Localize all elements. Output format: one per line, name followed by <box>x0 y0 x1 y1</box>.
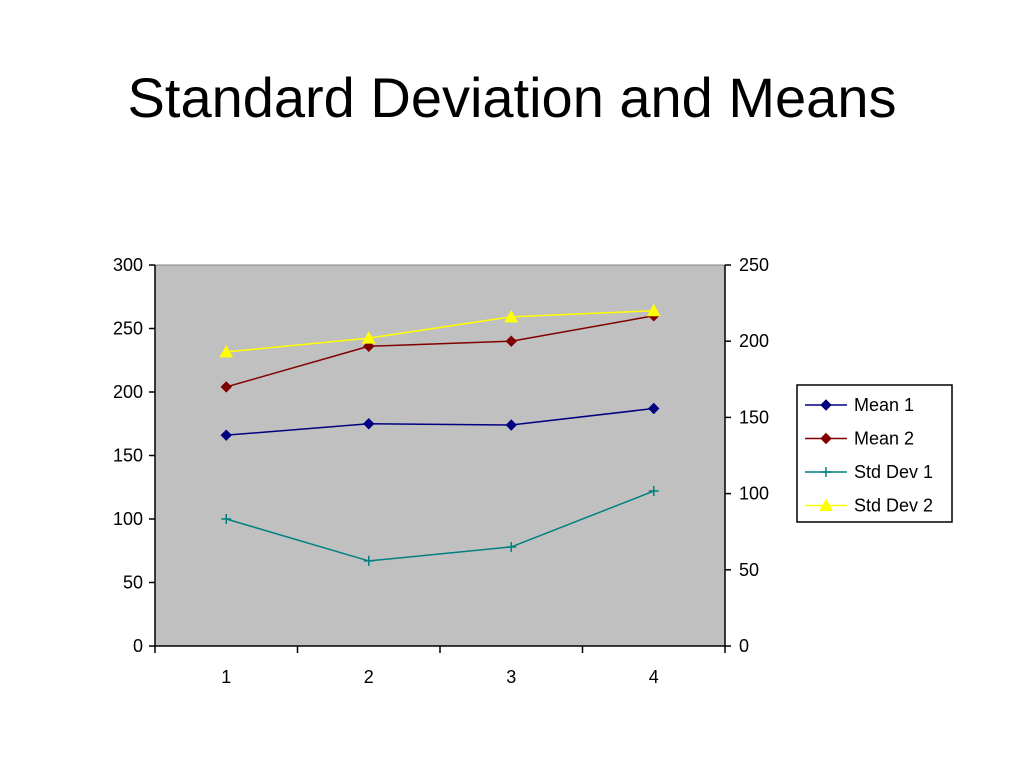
data-point-std-dev-1 <box>221 514 232 524</box>
data-point-mean-1 <box>363 418 375 430</box>
x-tick-label: 2 <box>364 667 374 687</box>
data-point-mean-1 <box>220 429 232 441</box>
x-tick-label: 3 <box>506 667 516 687</box>
data-point-std-dev-2 <box>646 303 661 317</box>
data-point-mean-1 <box>505 419 517 431</box>
y-left-tick-label: 150 <box>113 446 143 466</box>
legend-item-std-dev-1: Std Dev 1 <box>805 462 933 482</box>
y-right-tick-label: 100 <box>739 484 769 504</box>
plot-area <box>154 264 726 647</box>
legend-label: Std Dev 2 <box>854 496 933 516</box>
y-left-tick-label: 50 <box>123 573 143 593</box>
legend: Mean 1 Mean 2 Std Dev 1 Std Dev 2 <box>796 384 953 523</box>
legend-item-std-dev-2: Std Dev 2 <box>805 496 933 516</box>
data-point-std-dev-2 <box>219 344 234 358</box>
x-tick-label: 1 <box>221 667 231 687</box>
y-right-tick-label: 200 <box>739 331 769 351</box>
y-left-tick-label: 250 <box>113 319 143 339</box>
x-tick-label: 4 <box>649 667 659 687</box>
series-std-dev-2 <box>219 303 661 358</box>
series-mean-2 <box>220 310 660 393</box>
y-left-tick-label: 200 <box>113 382 143 402</box>
data-point-mean-1 <box>648 402 660 415</box>
axes: 0 50 100 150 200 250 300 0 50 100 150 200 250 1 2 3 4 <box>113 255 769 687</box>
data-point-std-dev-2 <box>504 309 519 323</box>
series-line-std-dev-1 <box>226 490 655 562</box>
data-point-mean-2 <box>363 340 375 352</box>
legend-marker <box>820 432 832 445</box>
legend-marker <box>820 399 832 411</box>
legend-label: Std Dev 1 <box>854 462 933 482</box>
series-mean-1 <box>220 402 660 441</box>
series-line-mean-2 <box>226 315 654 388</box>
y-left-tick-label: 0 <box>133 636 143 656</box>
data-point-std-dev-1 <box>363 555 374 566</box>
legend-label: Mean 1 <box>854 395 914 415</box>
series-line-mean-1 <box>226 407 654 436</box>
y-right-tick-label: 50 <box>739 560 759 580</box>
data-point-std-dev-1 <box>648 486 659 497</box>
data-point-mean-2 <box>505 335 517 347</box>
series-line-std-dev-2 <box>226 309 654 353</box>
series-layer <box>219 303 661 566</box>
legend-item-mean-1: Mean 1 <box>805 395 914 415</box>
y-right-tick-label: 150 <box>739 407 769 427</box>
legend-marker <box>821 467 831 477</box>
legend-item-mean-2: Mean 2 <box>805 429 914 449</box>
legend-box <box>796 384 953 523</box>
data-point-mean-2 <box>220 381 232 393</box>
data-point-std-dev-2 <box>361 331 376 344</box>
data-point-std-dev-1 <box>506 541 517 552</box>
y-right-tick-label: 0 <box>739 636 749 656</box>
y-right-tick-label: 250 <box>739 255 769 275</box>
series-std-dev-1 <box>221 486 659 566</box>
legend-marker <box>819 498 833 511</box>
y-left-tick-label: 100 <box>113 509 143 529</box>
slide-title: Standard Deviation and Means <box>127 66 897 129</box>
y-left-tick-label: 300 <box>113 255 143 275</box>
legend-label: Mean 2 <box>854 429 914 449</box>
